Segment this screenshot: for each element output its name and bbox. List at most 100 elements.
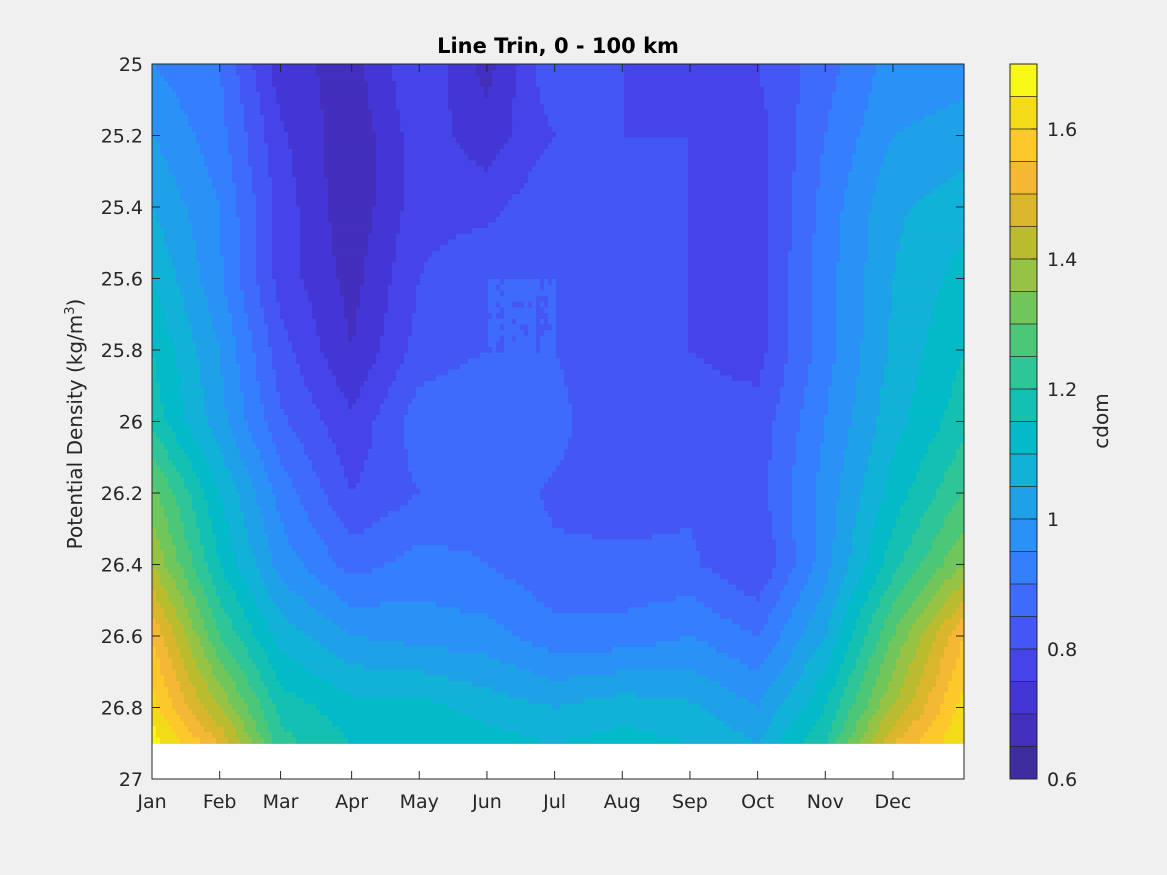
contour-cell bbox=[736, 104, 741, 110]
contour-cell bbox=[952, 70, 957, 76]
contour-cell bbox=[592, 160, 597, 166]
contour-cell bbox=[612, 98, 617, 104]
contour-cell bbox=[772, 132, 777, 138]
contour-cell bbox=[444, 109, 449, 115]
contour-cell bbox=[372, 160, 377, 166]
contour-cell bbox=[352, 70, 357, 76]
contour-cell bbox=[924, 143, 929, 149]
contour-cell bbox=[260, 172, 265, 178]
contour-cell bbox=[292, 87, 297, 93]
contour-cell bbox=[300, 104, 305, 110]
contour-cell bbox=[504, 155, 509, 161]
contour-cell bbox=[520, 87, 525, 93]
contour-cell bbox=[932, 121, 937, 127]
contour-cell bbox=[320, 121, 325, 127]
contour-cell bbox=[400, 75, 405, 81]
contour-cell bbox=[272, 64, 277, 70]
contour-cell bbox=[648, 183, 653, 189]
contour-cell bbox=[948, 132, 953, 138]
contour-cell bbox=[936, 155, 941, 161]
contour-cell bbox=[256, 75, 261, 81]
contour-cell bbox=[680, 160, 685, 166]
contour-cell bbox=[792, 189, 797, 195]
contour-cell bbox=[816, 75, 821, 81]
contour-cell bbox=[556, 143, 561, 149]
contour-cell bbox=[868, 166, 873, 172]
contour-cell bbox=[444, 81, 449, 87]
contour-cell bbox=[188, 138, 193, 144]
contour-cell bbox=[416, 115, 421, 121]
contour-cell bbox=[400, 126, 405, 132]
contour-cell bbox=[696, 172, 701, 178]
contour-cell bbox=[476, 104, 481, 110]
contour-cell bbox=[412, 81, 417, 87]
contour-cell bbox=[428, 87, 433, 93]
contour-cell bbox=[720, 98, 725, 104]
contour-cell bbox=[556, 81, 561, 87]
contour-cell bbox=[712, 115, 717, 121]
contour-cell bbox=[248, 166, 253, 172]
contour-cell bbox=[384, 183, 389, 189]
contour-cell bbox=[340, 172, 345, 178]
contour-cell bbox=[656, 109, 661, 115]
contour-cell bbox=[356, 109, 361, 115]
contour-cell bbox=[432, 200, 437, 206]
contour-cell bbox=[600, 160, 605, 166]
contour-cell bbox=[208, 104, 213, 110]
contour-cell bbox=[176, 138, 181, 144]
contour-cell bbox=[552, 132, 557, 138]
contour-cell bbox=[356, 126, 361, 132]
contour-cell bbox=[612, 172, 617, 178]
contour-cell bbox=[740, 166, 745, 172]
contour-cell bbox=[588, 177, 593, 183]
contour-cell bbox=[316, 98, 321, 104]
contour-cell bbox=[276, 87, 281, 93]
contour-cell bbox=[828, 121, 833, 127]
contour-cell bbox=[220, 132, 225, 138]
contour-cell bbox=[928, 104, 933, 110]
contour-cell bbox=[152, 183, 157, 189]
contour-cell bbox=[584, 81, 589, 87]
contour-cell bbox=[480, 132, 485, 138]
contour-cell bbox=[616, 138, 621, 144]
contour-cell bbox=[348, 172, 353, 178]
contour-cell bbox=[756, 121, 761, 127]
contour-cell bbox=[572, 87, 577, 93]
contour-cell bbox=[760, 121, 765, 127]
contour-cell bbox=[260, 92, 265, 98]
contour-cell bbox=[888, 160, 893, 166]
contour-cell bbox=[864, 98, 869, 104]
contour-cell bbox=[304, 194, 309, 200]
contour-cell bbox=[880, 87, 885, 93]
contour-cell bbox=[840, 143, 845, 149]
contour-cell bbox=[888, 183, 893, 189]
contour-cell bbox=[644, 87, 649, 93]
contour-cell bbox=[420, 200, 425, 206]
contour-cell bbox=[264, 138, 269, 144]
contour-cell bbox=[372, 200, 377, 206]
contour-cell bbox=[592, 92, 597, 98]
contour-cell bbox=[852, 149, 857, 155]
contour-cell bbox=[184, 81, 189, 87]
contour-cell bbox=[848, 115, 853, 121]
contour-cell bbox=[592, 87, 597, 93]
contour-cell bbox=[196, 160, 201, 166]
contour-cell bbox=[528, 155, 533, 161]
contour-cell bbox=[456, 104, 461, 110]
contour-cell bbox=[748, 160, 753, 166]
contour-cell bbox=[300, 166, 305, 172]
contour-cell bbox=[476, 189, 481, 195]
contour-cell bbox=[372, 81, 377, 87]
contour-cell bbox=[340, 104, 345, 110]
contour-cell bbox=[884, 126, 889, 132]
contour-cell bbox=[628, 189, 633, 195]
contour-cell bbox=[152, 70, 157, 76]
contour-cell bbox=[428, 143, 433, 149]
contour-cell bbox=[264, 155, 269, 161]
contour-cell bbox=[932, 166, 937, 172]
contour-cell bbox=[328, 160, 333, 166]
contour-cell bbox=[876, 104, 881, 110]
contour-cell bbox=[756, 138, 761, 144]
contour-cell bbox=[688, 155, 693, 161]
contour-cell bbox=[620, 143, 625, 149]
